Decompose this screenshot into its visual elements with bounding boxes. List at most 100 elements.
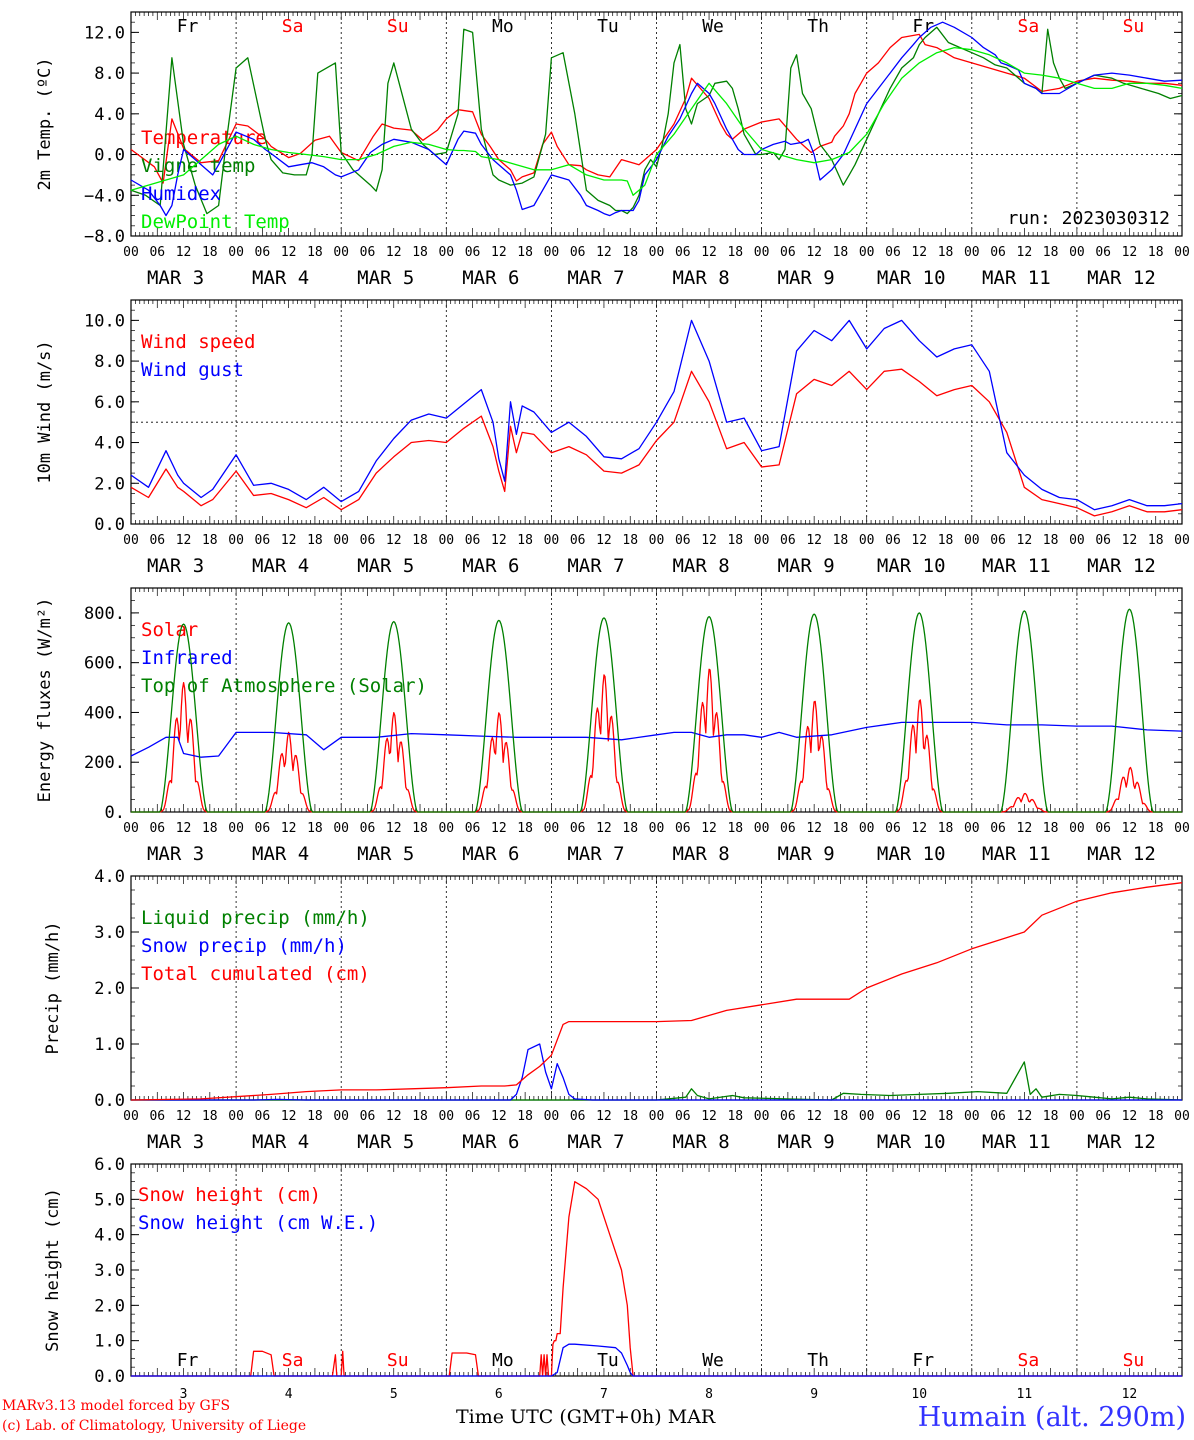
station-name: Humain (alt. 290m) xyxy=(917,1402,1186,1433)
x-date-label: MAR 7 xyxy=(567,555,624,577)
y-tick-label: 200. xyxy=(84,753,125,773)
x-hour-label: 00 xyxy=(1174,245,1190,260)
x-hour-label: 12 xyxy=(1017,821,1033,836)
x-date-label: MAR 6 xyxy=(462,555,519,577)
x-date-label: MAR 12 xyxy=(1087,1131,1156,1153)
weekday-label: Su xyxy=(1123,1350,1145,1371)
x-hour-label: 18 xyxy=(1043,245,1059,260)
x-date-label: MAR 5 xyxy=(357,267,414,289)
x-hour-label: 00 xyxy=(964,1109,980,1124)
x-hour-label: 12 xyxy=(281,821,297,836)
x-hour-label: 00 xyxy=(1174,821,1190,836)
x-hour-label: 06 xyxy=(675,821,691,836)
x-hour-label: 12 xyxy=(386,821,402,836)
x-hour-label: 06 xyxy=(570,533,586,548)
x-hour-label: 12 xyxy=(806,533,822,548)
x-hour-label: 00 xyxy=(333,1109,349,1124)
x-hour-label: 06 xyxy=(255,245,271,260)
weekday-label: Sa xyxy=(1018,1350,1040,1371)
x-hour-label: 12 xyxy=(176,533,192,548)
y-tick-label: 8.0 xyxy=(94,64,125,84)
y-tick-label: 0.0 xyxy=(94,1091,125,1111)
x-hour-label: 18 xyxy=(517,821,533,836)
x-hour-label: 18 xyxy=(1148,533,1164,548)
y-tick-label: 4.0 xyxy=(94,105,125,125)
x-hour-label: 06 xyxy=(1095,1109,1111,1124)
x-day-number: 11 xyxy=(1017,1387,1033,1402)
x-hour-label: 18 xyxy=(622,821,638,836)
y-tick-label: 2.0 xyxy=(94,1296,125,1316)
x-hour-label: 00 xyxy=(333,821,349,836)
x-hour-label: 18 xyxy=(938,245,954,260)
series-line-humidex xyxy=(130,21,1183,217)
x-date-label: MAR 9 xyxy=(778,1131,835,1153)
weekday-label: Su xyxy=(1123,16,1145,37)
x-hour-label: 00 xyxy=(438,1109,454,1124)
y-axis-label: 2m Temp. (ºC) xyxy=(35,57,55,190)
x-hour-label: 12 xyxy=(701,245,717,260)
x-hour-label: 12 xyxy=(491,245,507,260)
x-hour-label: 06 xyxy=(675,533,691,548)
y-tick-label: 600. xyxy=(84,654,125,674)
x-date-label: MAR 6 xyxy=(462,843,519,865)
x-hour-label: 00 xyxy=(754,533,770,548)
x-hour-label: 18 xyxy=(833,245,849,260)
x-hour-label: 00 xyxy=(1069,821,1085,836)
x-hour-label: 06 xyxy=(990,533,1006,548)
run-annotation: run: 2023030312 xyxy=(1007,208,1170,229)
x-day-number: 6 xyxy=(495,1387,503,1402)
x-hour-label: 06 xyxy=(990,1109,1006,1124)
x-hour-label: 06 xyxy=(780,245,796,260)
x-date-label: MAR 4 xyxy=(252,267,309,289)
x-hour-label: 18 xyxy=(833,821,849,836)
x-hour-label: 18 xyxy=(727,533,743,548)
x-hour-label: 06 xyxy=(255,821,271,836)
y-tick-label: 0. xyxy=(105,803,125,823)
x-hour-label: 00 xyxy=(228,245,244,260)
weekday-label: Tu xyxy=(597,1350,619,1371)
x-hour-label: 12 xyxy=(176,1109,192,1124)
x-hour-label: 00 xyxy=(754,821,770,836)
x-hour-label: 18 xyxy=(727,821,743,836)
x-hour-label: 18 xyxy=(938,1109,954,1124)
y-tick-label: −4.0 xyxy=(84,186,125,206)
x-hour-label: 06 xyxy=(780,1109,796,1124)
legend-solar: Solar xyxy=(141,619,198,641)
x-hour-label: 06 xyxy=(990,245,1006,260)
x-hour-label: 12 xyxy=(386,1109,402,1124)
x-hour-label: 18 xyxy=(727,245,743,260)
x-hour-label: 00 xyxy=(333,533,349,548)
y-tick-label: 400. xyxy=(84,703,125,723)
x-hour-label: 18 xyxy=(202,533,218,548)
x-hour-label: 00 xyxy=(1069,245,1085,260)
legend-liquid-precip-mm-h-: Liquid precip (mm/h) xyxy=(141,907,370,929)
model-credit: MARv3.13 model forced by GFS xyxy=(2,1398,231,1414)
series-line-snow-precip-mm-h- xyxy=(131,1043,1182,1101)
x-hour-label: 00 xyxy=(859,1109,875,1124)
x-hour-label: 06 xyxy=(465,533,481,548)
weekday-label: Fr xyxy=(912,16,934,37)
series-line-total-cumulated-cm- xyxy=(130,882,1183,1101)
x-hour-label: 18 xyxy=(727,1109,743,1124)
x-hour-label: 00 xyxy=(123,821,139,836)
x-hour-label: 18 xyxy=(412,1109,428,1124)
legend-infrared: Infrared xyxy=(141,647,233,669)
y-tick-label: 3.0 xyxy=(94,1261,125,1281)
x-hour-label: 00 xyxy=(1174,1109,1190,1124)
x-hour-label: 18 xyxy=(833,533,849,548)
x-hour-label: 18 xyxy=(1148,821,1164,836)
x-hour-label: 18 xyxy=(1043,821,1059,836)
y-tick-label: 10.0 xyxy=(84,311,125,331)
x-hour-label: 12 xyxy=(176,821,192,836)
x-hour-label: 06 xyxy=(675,1109,691,1124)
x-hour-label: 06 xyxy=(885,1109,901,1124)
x-date-label: MAR 6 xyxy=(462,267,519,289)
x-hour-label: 12 xyxy=(281,533,297,548)
y-tick-label: 6.0 xyxy=(94,1155,125,1175)
legend-snow-height-cm-: Snow height (cm) xyxy=(138,1184,321,1206)
y-tick-label: 8.0 xyxy=(94,352,125,372)
y-tick-label: 12.0 xyxy=(84,23,125,43)
x-day-number: 9 xyxy=(810,1387,818,1402)
x-date-label: MAR 8 xyxy=(672,555,729,577)
x-date-label: MAR 11 xyxy=(982,267,1051,289)
